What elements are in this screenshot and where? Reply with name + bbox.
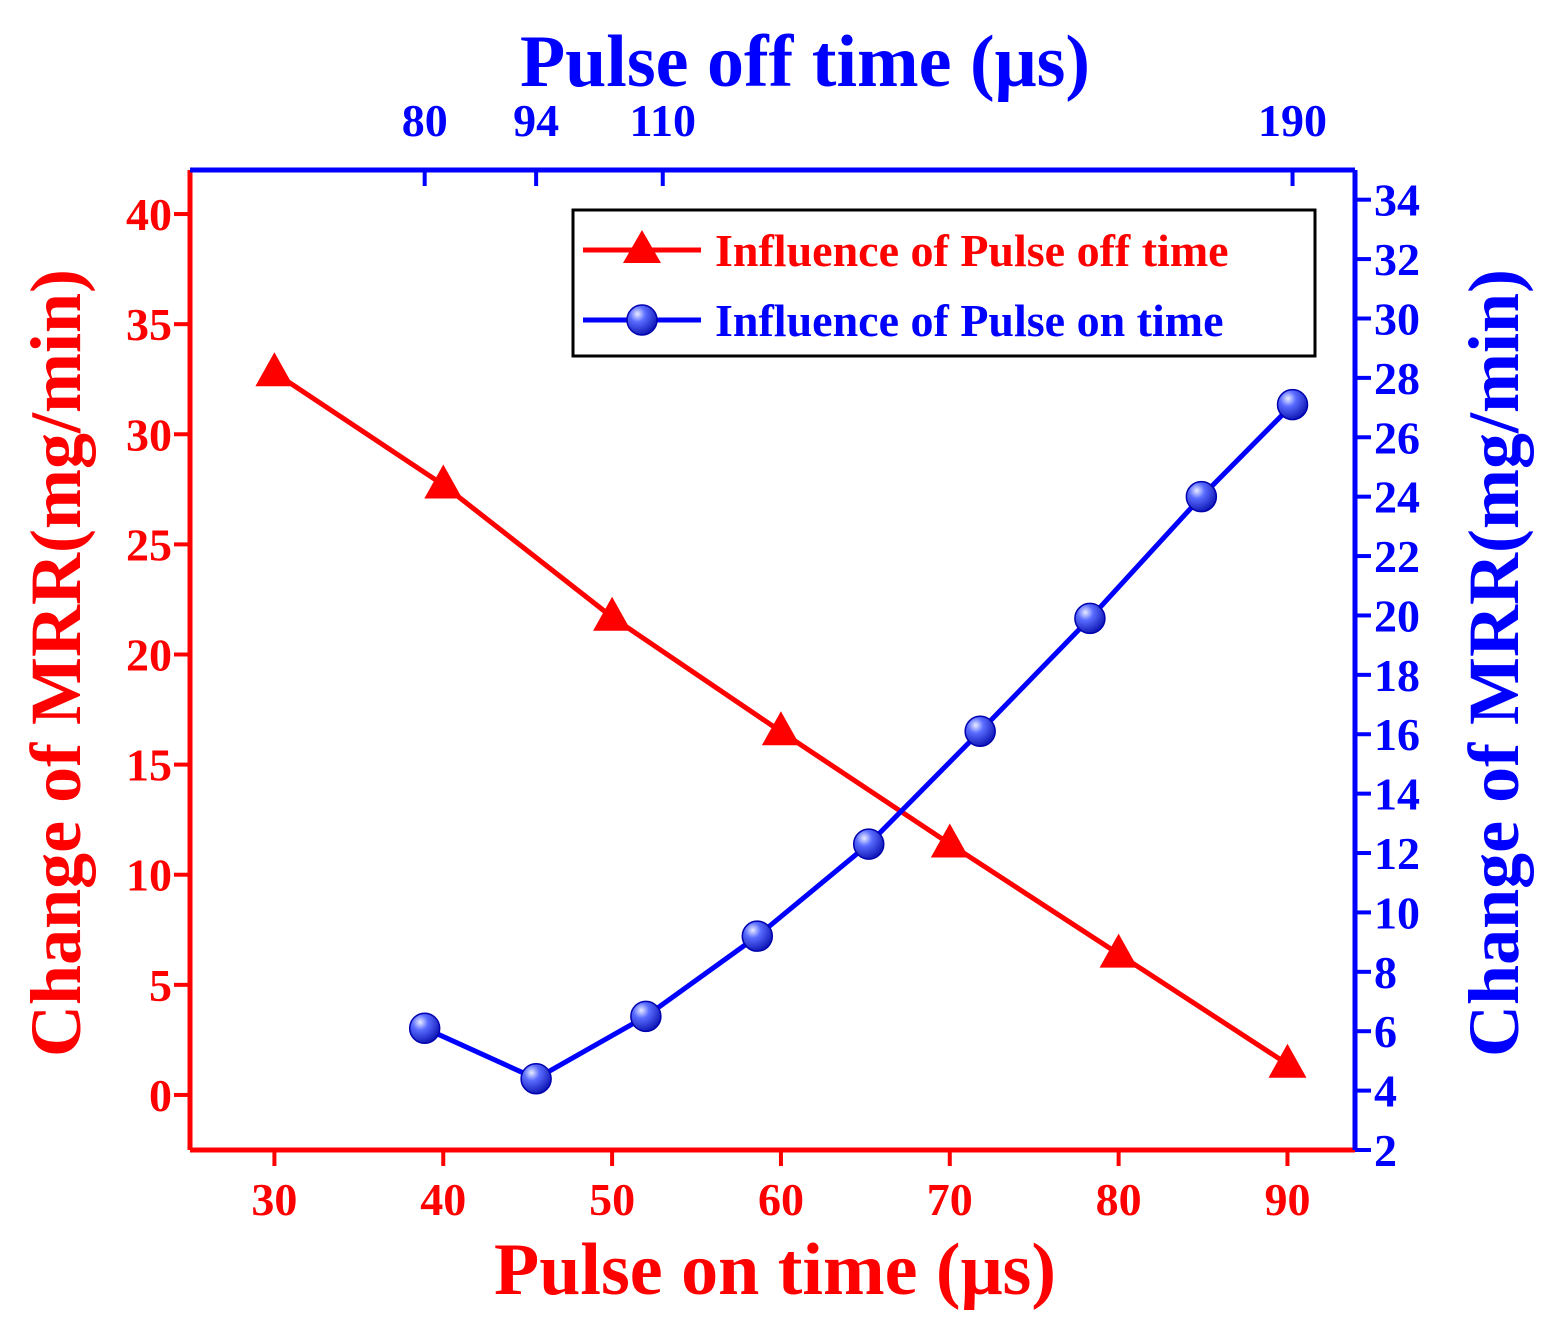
right-tick-label: 32 <box>1374 234 1420 285</box>
sphere-marker <box>408 1012 441 1044</box>
legend-label: Influence of Pulse off time <box>715 225 1229 276</box>
top-tick-label: 94 <box>513 95 559 146</box>
triangle-marker <box>1099 933 1138 968</box>
bottom-tick-label: 50 <box>589 1174 635 1225</box>
right-axis-title: Change of MRR(mg/min) <box>1454 269 1534 1057</box>
sphere-marker <box>1185 480 1218 513</box>
triangle-marker <box>424 464 463 499</box>
top-tick-label: 190 <box>1258 95 1327 146</box>
right-tick-label: 26 <box>1374 412 1420 463</box>
right-tick-label: 34 <box>1374 175 1420 226</box>
sphere-marker <box>852 828 885 860</box>
right-tick-label: 16 <box>1374 709 1420 760</box>
left-tick-label: 30 <box>126 409 172 460</box>
triangle-marker <box>761 711 800 746</box>
right-tick-label: 22 <box>1374 531 1420 582</box>
sphere-marker <box>964 715 996 748</box>
bottom-tick-label: 80 <box>1096 1174 1142 1225</box>
legend-triangle-marker <box>623 230 661 263</box>
right-tick-label: 14 <box>1374 769 1420 820</box>
right-tick-label: 30 <box>1374 293 1420 344</box>
sphere-marker <box>1276 388 1309 421</box>
right-tick-label: 12 <box>1374 828 1420 879</box>
left-tick-label: 5 <box>149 960 172 1011</box>
bottom-tick-label: 60 <box>758 1174 804 1225</box>
top-tick-label: 80 <box>402 95 448 146</box>
top-axis-title: Pulse off time (μs) <box>520 21 1090 103</box>
triangle-marker <box>255 352 294 387</box>
triangle-marker <box>593 596 632 631</box>
legend-box <box>571 208 1317 358</box>
left-axis-title: Change of MRR(mg/min) <box>16 269 96 1057</box>
left-tick-label: 0 <box>149 1070 172 1121</box>
triangle-marker <box>930 823 969 858</box>
bottom-tick-label: 40 <box>420 1174 466 1225</box>
right-tick-label: 18 <box>1374 650 1420 701</box>
legend-label: Influence of Pulse on time <box>715 295 1224 346</box>
sphere-marker <box>520 1062 552 1095</box>
left-tick-label: 10 <box>126 850 172 901</box>
triangle-marker <box>1268 1043 1307 1078</box>
left-tick-label: 35 <box>126 299 172 350</box>
top-tick-label: 110 <box>630 95 696 146</box>
right-tick-label: 6 <box>1374 1006 1397 1057</box>
right-tick-label: 28 <box>1374 353 1420 404</box>
right-tick-label: 10 <box>1374 887 1420 938</box>
series-line-1 <box>423 402 1295 1082</box>
right-tick-label: 4 <box>1374 1066 1397 1117</box>
right-tick-label: 20 <box>1374 590 1420 641</box>
bottom-tick-label: 90 <box>1264 1174 1310 1225</box>
legend-sphere-marker <box>626 304 658 336</box>
left-tick-label: 40 <box>126 189 172 240</box>
bottom-tick-label: 70 <box>927 1174 973 1225</box>
left-tick-label: 25 <box>126 519 172 570</box>
left-tick-label: 20 <box>126 629 172 680</box>
left-tick-label: 15 <box>126 740 172 791</box>
bottom-tick-label: 30 <box>251 1174 297 1225</box>
right-tick-label: 2 <box>1374 1125 1397 1176</box>
sphere-marker <box>1074 602 1106 635</box>
sphere-marker <box>741 920 774 952</box>
bottom-axis-title: Pulse on time (μs) <box>494 1229 1056 1311</box>
right-tick-label: 24 <box>1374 472 1420 523</box>
sphere-marker <box>630 1000 662 1033</box>
right-tick-label: 8 <box>1374 947 1397 998</box>
